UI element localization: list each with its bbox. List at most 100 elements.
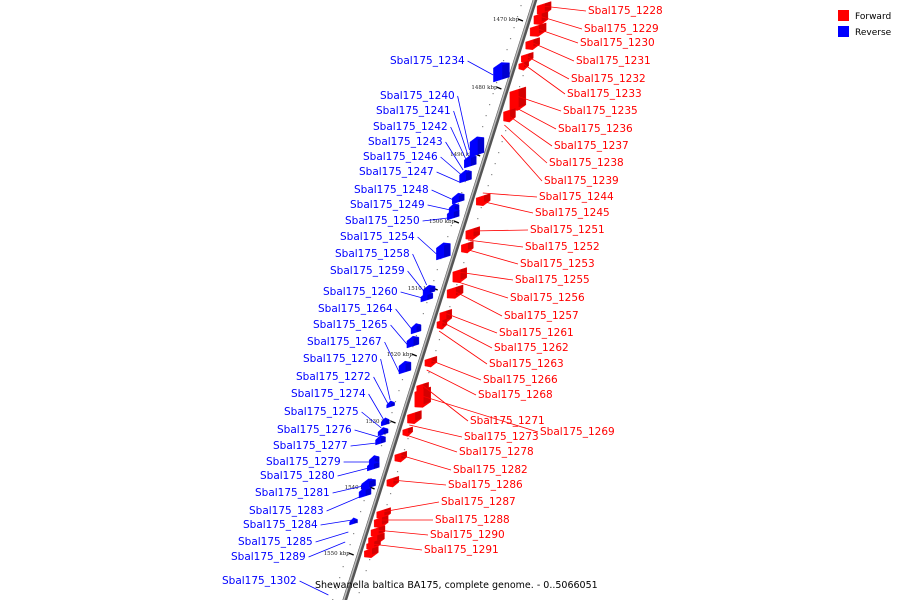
reverse-gene-feature-shade [458,194,465,202]
forward-gene-leader [381,501,440,513]
axis-dot [412,346,414,348]
reverse-gene-feature-shade [444,243,451,258]
reverse-gene-feature-shade [413,337,419,346]
reverse-gene-feature-shade [477,137,484,155]
axis-dot [450,225,452,227]
axis-dot [436,269,438,271]
axis-dot [363,500,365,502]
axis-dot [415,335,418,337]
forward-gene-label: Sbal175_1261 [499,327,574,339]
reverse-gene-leader [450,126,467,161]
axis-dot [491,174,493,176]
forward-gene-leader [510,104,557,130]
forward-gene-label: Sbal175_1262 [494,342,569,354]
reverse-gene-feature-shade [453,210,460,218]
forward-gene-feature-shade [510,108,516,119]
axis-dot [505,130,507,132]
forward-gene-label: Sbal175_1235 [563,105,638,117]
forward-gene-label: Sbal175_1291 [424,544,499,556]
reverse-gene-leader [431,189,454,201]
axis-dot [489,104,491,106]
reverse-gene-label: Sbal175_1285 [238,536,313,548]
forward-gene-label: Sbal175_1290 [430,529,505,541]
forward-gene-feature-shade [460,267,467,280]
reverse-gene-label: Sbal175_1281 [255,487,330,499]
reverse-gene-label: Sbal175_1272 [296,371,371,383]
forward-gene-label: Sbal175_1236 [558,123,633,135]
forward-gene-label: Sbal175_1253 [520,258,595,270]
axis-dot [362,581,364,583]
kbp-tick [496,86,502,90]
forward-gene-leader [534,27,579,44]
forward-gene-leader [391,479,447,486]
axis-dot [339,577,341,579]
axis-dot [346,555,348,557]
axis-dot [487,185,489,187]
reverse-gene-leader [315,531,349,543]
reverse-gene-leader [400,291,423,299]
forward-gene-leader [405,434,458,453]
axis-dot [396,471,399,473]
axis-dot [394,401,397,403]
reverse-gene-feature-shade [369,479,376,488]
reverse-gene-leader [354,429,379,438]
reverse-gene-label: Sbal175_1234 [390,55,465,67]
kbp-tick-label: 1540 kbp [345,485,372,491]
forward-gene-leader [504,124,548,164]
forward-gene-leader [507,114,553,147]
forward-gene-label: Sbal175_1233 [567,88,642,100]
axis-dot [360,511,362,513]
reverse-gene-label: Sbal175_1267 [307,336,382,348]
reverse-gene-leader [390,324,408,346]
forward-gene-leader [418,394,539,433]
reverse-gene-leader [436,171,460,183]
reverse-gene-leader [308,541,346,558]
reverse-gene-feature-shade [466,171,472,181]
axis-dot [477,218,479,220]
axis-dot [426,302,428,304]
kbp-tick-label: 1500 kbp [429,219,456,225]
axis-dot [447,236,449,238]
reverse-gene-feature-shade [353,519,358,524]
axis-dot [502,60,505,62]
reverse-gene-feature-shade [470,156,477,166]
forward-gene-feature-shade [538,22,547,34]
reverse-gene-label: Sbal175_1258 [335,248,410,260]
reverse-gene-label: Sbal175_1283 [249,505,324,517]
forward-gene-leader [438,330,488,365]
forward-gene-feature-shade [467,241,474,250]
axis-dot [438,339,441,341]
reverse-gene-feature-shade [427,293,433,300]
forward-gene-label: Sbal175_1256 [510,292,585,304]
legend-forward-swatch [838,10,849,21]
axis-dot [498,152,500,154]
reverse-gene-leader [380,358,391,401]
axis-dot [461,192,463,194]
forward-gene-label: Sbal175_1232 [571,73,646,85]
axis-dot [492,93,494,95]
forward-gene-label: Sbal175_1255 [515,274,590,286]
reverse-gene-leader [440,156,462,176]
reverse-gene-leader [337,467,369,477]
reverse-gene-label: Sbal175_1279 [266,456,341,468]
forward-gene-leader [429,359,482,381]
reverse-gene-label: Sbal175_1270 [303,353,378,365]
axis-dot [513,27,515,29]
reverse-gene-label: Sbal175_1289 [231,551,306,563]
reverse-gene-leader [320,519,353,526]
forward-gene-leader [542,5,587,12]
reverse-gene-leader [373,376,389,406]
reverse-gene-label: Sbal175_1302 [222,575,297,587]
forward-gene-label: Sbal175_1245 [535,207,610,219]
reverse-gene-feature-shade [502,62,510,80]
kbp-tick [390,420,396,424]
reverse-gene-label: Sbal175_1275 [284,406,359,418]
kbp-tick-label: 1530 kbp [366,419,393,425]
reverse-gene-feature-shade [381,436,386,444]
legend: Forward Reverse [838,10,892,38]
reverse-gene-label: Sbal175_1247 [359,166,434,178]
forward-gene-feature-shade [423,386,431,405]
axis-dot [358,592,360,594]
axis-dot [353,533,355,535]
